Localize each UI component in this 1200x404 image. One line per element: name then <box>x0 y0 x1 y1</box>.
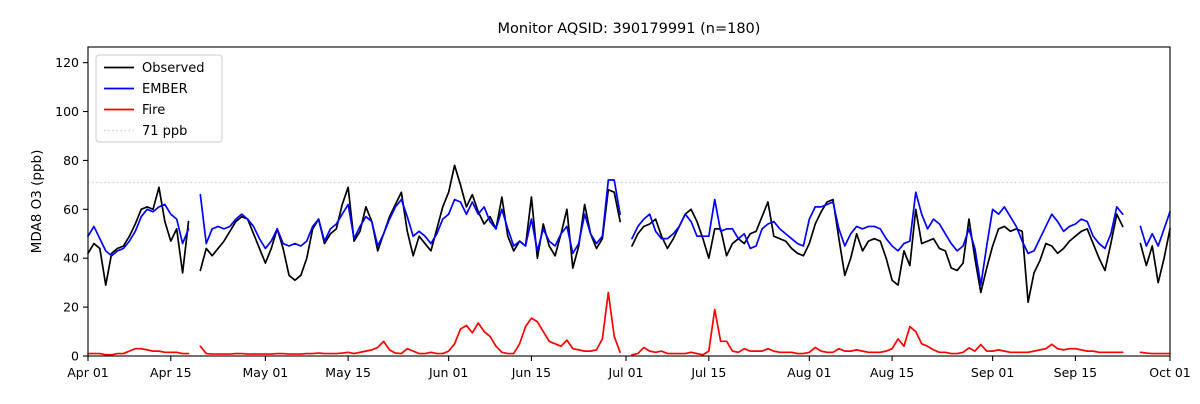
axes-layer: 0 20 40 60 80 100 120 Apr 01 Apr 15 May 01 May 15 J… <box>55 55 1191 380</box>
legend-item-observed: Observed <box>104 61 205 76</box>
x-tick-label: Jul 01 <box>608 365 644 380</box>
legend-label-ember: EMBER <box>142 82 188 97</box>
x-tick-label: Oct 01 <box>1149 365 1191 380</box>
observed-line <box>87 164 1171 304</box>
series-layer <box>87 164 1171 356</box>
legend-box <box>95 54 223 143</box>
x-tick-label: Aug 15 <box>870 365 914 380</box>
y-tick-label: 0 <box>71 349 79 364</box>
plot-border <box>87 46 1171 357</box>
y-tick-label: 60 <box>63 202 79 217</box>
legend-label-observed: Observed <box>142 61 205 76</box>
legend: Observed EMBER Fire 71 ppb <box>95 54 223 143</box>
chart-title: Monitor AQSID: 390179991 (n=180) <box>498 21 761 37</box>
x-tick-label: Jun 01 <box>428 365 468 380</box>
legend-item-ember: EMBER <box>104 82 188 97</box>
legend-label-threshold: 71 ppb <box>142 124 187 139</box>
y-tick-label: 100 <box>55 104 79 119</box>
x-tick-label: Jul 15 <box>690 365 726 380</box>
x-tick-label: Jun 15 <box>511 365 551 380</box>
legend-item-threshold: 71 ppb <box>104 124 187 139</box>
y-tick-label: 40 <box>63 251 79 266</box>
y-tick-label: 120 <box>55 55 79 70</box>
x-tick-label: May 15 <box>325 365 371 380</box>
y-tick-label: 20 <box>63 300 79 315</box>
x-tick-label: May 01 <box>243 365 289 380</box>
ember-line <box>87 179 1171 286</box>
x-tick-label: Sep 01 <box>971 365 1014 380</box>
x-tick-label: Aug 01 <box>787 365 831 380</box>
x-tick-label: Sep 15 <box>1054 365 1097 380</box>
y-tick-label: 80 <box>63 153 79 168</box>
x-tick-label: Apr 01 <box>67 365 109 380</box>
legend-label-fire: Fire <box>142 103 165 118</box>
x-tick-label: Apr 15 <box>150 365 192 380</box>
y-axis-label: MDA8 O3 (ppb) <box>29 150 45 254</box>
fire-line <box>87 291 1171 356</box>
legend-item-fire: Fire <box>104 103 165 118</box>
